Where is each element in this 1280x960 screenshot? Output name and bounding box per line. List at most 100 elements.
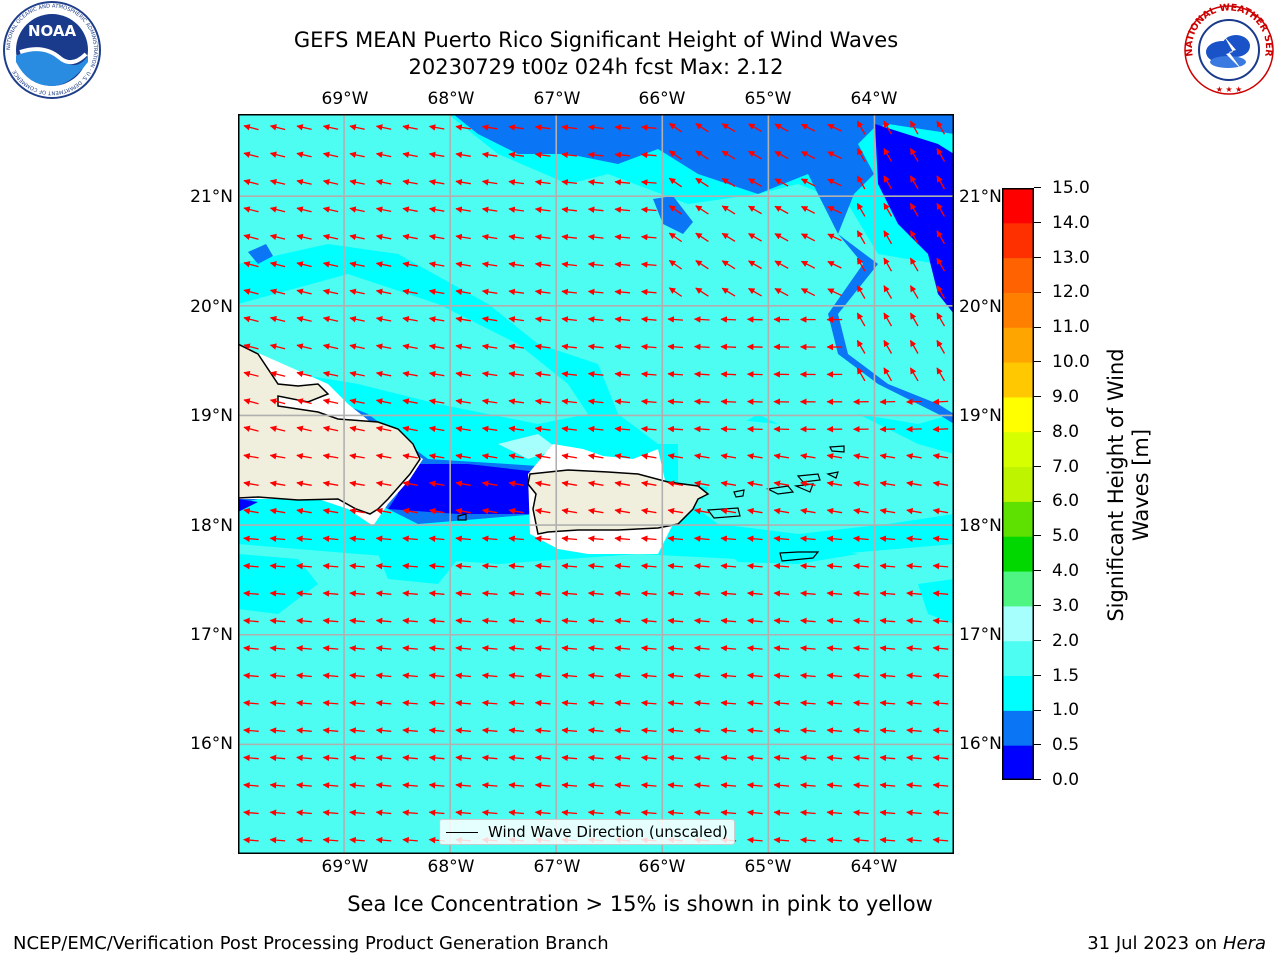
wind-wave-arrow — [906, 590, 922, 597]
wind-wave-arrow — [640, 590, 657, 597]
wind-wave-arrow — [243, 699, 259, 707]
wind-wave-arrow — [774, 123, 789, 132]
wind-wave-arrow — [641, 507, 657, 515]
wind-wave-arrow — [428, 425, 445, 433]
wind-wave-arrow — [428, 179, 445, 186]
wind-wave-arrow — [508, 809, 524, 816]
wind-wave-arrow — [402, 562, 418, 570]
wind-wave-arrow — [587, 645, 604, 652]
wind-wave-arrow — [561, 645, 578, 652]
wind-wave-arrow — [693, 425, 710, 433]
colorbar-tick-label: 5.0 — [1052, 526, 1080, 547]
wind-wave-arrow — [748, 205, 762, 215]
wind-wave-arrow — [508, 453, 524, 460]
wind-wave-arrow — [800, 727, 816, 734]
wind-wave-arrow — [508, 672, 524, 679]
wind-wave-arrow — [693, 727, 710, 734]
wind-wave-arrow — [402, 370, 418, 378]
wind-wave-arrow — [428, 124, 445, 131]
lat-ticks-right: 21°N 20°N 19°N 18°N 17°N 16°N — [958, 180, 1002, 780]
wind-wave-arrow — [428, 727, 445, 734]
wind-wave-arrow — [693, 316, 710, 323]
wind-wave-arrow — [349, 261, 365, 268]
wind-wave-arrow — [936, 120, 946, 135]
wind-wave-arrow — [322, 727, 339, 734]
wind-wave-arrow — [693, 754, 710, 762]
wind-wave-arrow — [826, 590, 843, 597]
wind-wave-arrow — [826, 836, 843, 844]
wind-wave-arrow — [721, 287, 736, 297]
wind-wave-arrow — [720, 535, 737, 542]
wind-wave-arrow — [322, 809, 339, 816]
wind-wave-arrow — [296, 370, 312, 378]
wind-wave-arrow — [322, 535, 339, 542]
wind-wave-arrow — [667, 535, 684, 542]
wind-wave-arrow — [879, 782, 896, 789]
wind-wave-arrow — [614, 754, 631, 762]
wind-wave-arrow — [640, 727, 657, 734]
wind-wave-arrow — [375, 727, 392, 734]
wind-wave-arrow — [455, 398, 471, 405]
wind-wave-arrow — [909, 312, 919, 327]
wind-wave-arrow — [640, 316, 657, 323]
wind-wave-arrow — [668, 232, 683, 243]
wind-wave-arrow — [375, 590, 392, 597]
wind-wave-arrow — [587, 398, 604, 405]
wind-wave-arrow — [508, 699, 524, 707]
colorbar-swatch — [1002, 292, 1034, 328]
wind-wave-arrow — [349, 370, 365, 378]
wind-wave-arrow — [693, 699, 710, 707]
wind-wave-arrow — [402, 179, 418, 186]
wind-wave-arrow — [826, 699, 843, 707]
wind-wave-arrow — [800, 480, 816, 487]
wind-wave-arrow — [640, 425, 657, 433]
footer-date-text: 31 Jul 2023 on — [1087, 933, 1223, 954]
wind-wave-arrow — [534, 124, 551, 131]
colorbar-tick-label: 3.0 — [1052, 595, 1080, 616]
wind-wave-arrow — [561, 480, 578, 487]
wind-wave-arrow — [773, 672, 790, 679]
wind-wave-arrow — [800, 809, 816, 816]
wind-wave-arrow — [402, 836, 418, 844]
wind-wave-arrow — [853, 507, 869, 515]
wind-wave-arrow — [402, 699, 418, 707]
colorbar-tick-mark — [1034, 431, 1041, 432]
lon-tick-top: 64°W — [850, 89, 898, 109]
wind-wave-arrow — [614, 480, 631, 487]
wind-wave-arrow — [773, 754, 790, 762]
wind-wave-arrow — [720, 590, 737, 597]
wind-wave-arrow — [322, 124, 339, 131]
wind-wave-arrow — [243, 206, 259, 213]
wind-wave-arrow — [906, 507, 922, 515]
wind-wave-arrow — [879, 480, 896, 487]
wind-wave-arrow — [534, 179, 551, 186]
wind-wave-arrow — [883, 367, 893, 382]
wind-wave-arrow — [587, 480, 604, 487]
wind-wave-arrow — [856, 312, 866, 327]
wind-wave-arrow — [853, 535, 869, 542]
wind-wave-arrow — [349, 343, 365, 350]
wind-wave-arrow — [909, 339, 919, 354]
wind-wave-arrow — [695, 287, 709, 297]
wind-wave-arrow — [614, 727, 631, 734]
colorbar-tick-label: 14.0 — [1052, 212, 1090, 233]
wind-wave-arrow — [534, 316, 551, 323]
wind-wave-arrow — [720, 480, 737, 487]
lon-tick-top: 69°W — [321, 89, 369, 109]
wind-wave-arrow — [640, 562, 657, 570]
wind-wave-arrow — [587, 782, 604, 789]
wind-wave-arrow — [932, 617, 949, 625]
colorbar-tick-mark — [1034, 570, 1041, 572]
wind-wave-arrow — [322, 480, 339, 487]
wind-wave-arrow — [269, 453, 286, 460]
wind-wave-arrow — [322, 151, 339, 158]
wind-wave-arrow — [269, 836, 286, 844]
colorbar-tick-label: 7.0 — [1052, 456, 1080, 477]
wind-wave-arrow — [243, 809, 259, 816]
wind-wave-arrow — [269, 151, 286, 158]
wind-wave-arrow — [614, 233, 631, 241]
wind-wave-arrow — [906, 398, 922, 406]
wind-wave-arrow — [774, 233, 789, 242]
wind-wave-arrow — [481, 727, 498, 734]
wind-wave-arrow — [667, 782, 684, 789]
